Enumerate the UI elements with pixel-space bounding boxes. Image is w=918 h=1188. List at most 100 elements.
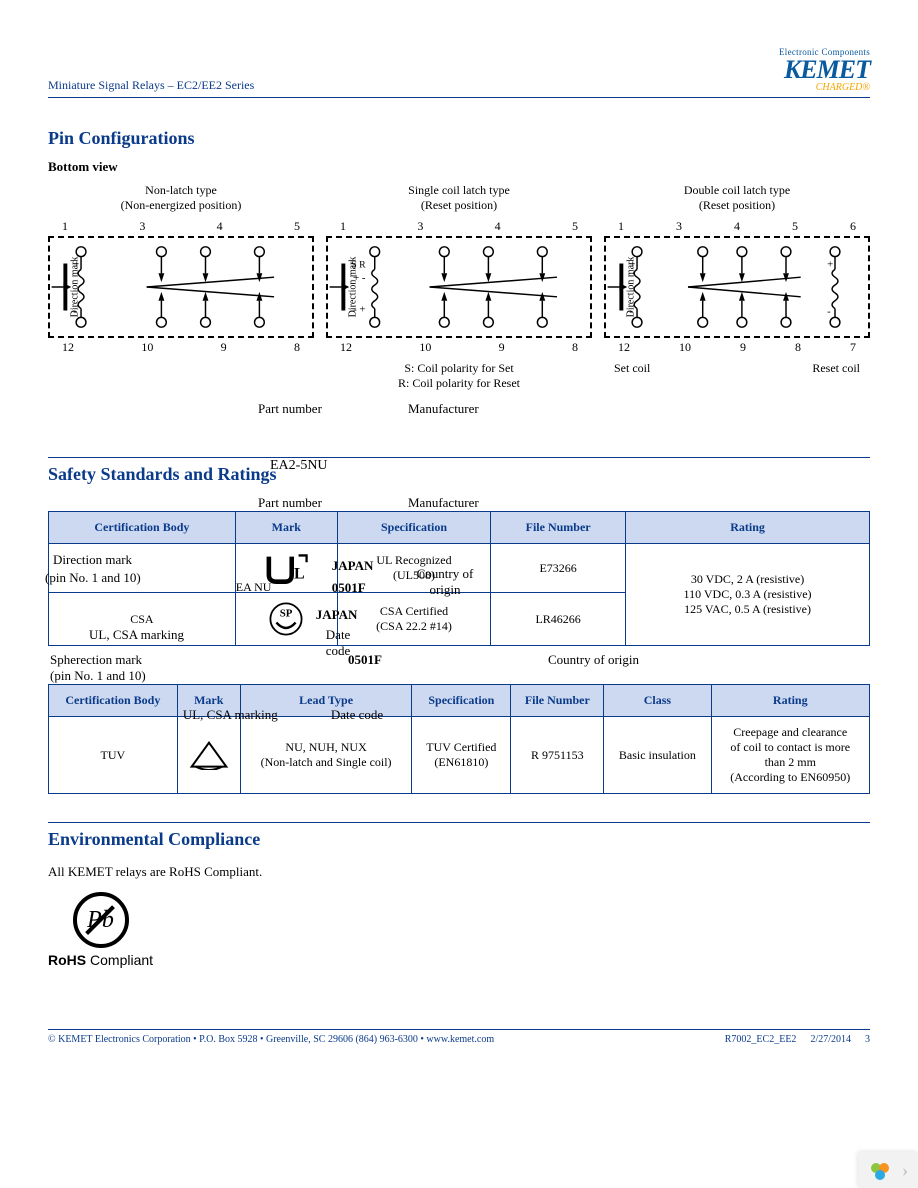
diagram-box-2: Direction mark S R + - - + bbox=[326, 236, 592, 338]
cell2-class: Basic insulation bbox=[604, 717, 711, 794]
th2-lead: Lead Type UL, CSA marking Date code bbox=[240, 685, 412, 717]
section-safety: Safety Standards and Ratings EA2-5NU bbox=[48, 457, 870, 485]
chevron-right-icon[interactable]: › bbox=[902, 1160, 908, 1181]
cell-file-csa: LR46266 bbox=[491, 593, 626, 646]
overlay-pin-note: (pin No. 1 and 10) bbox=[45, 570, 141, 586]
bottom-view-label: Bottom view bbox=[48, 159, 870, 175]
pins-bot-1: 12 10 9 8 bbox=[48, 340, 314, 355]
pb-free-icon: Pb bbox=[73, 892, 129, 948]
safety-table-1: Certification Body Mark Specification Fi… bbox=[48, 511, 870, 646]
overlay-ul-csa: UL, CSA marking bbox=[89, 627, 184, 643]
logo-subtitle-bottom: CHARGED® bbox=[779, 83, 870, 93]
page-header: Miniature Signal Relays – EC2/EE2 Series… bbox=[48, 48, 870, 98]
cell-body-ul: Direction mark (pin No. 1 and 10) UL bbox=[49, 544, 236, 593]
pins-bot-3: 12 10 9 8 7 bbox=[604, 340, 870, 355]
th2-rating: Rating bbox=[711, 685, 870, 717]
overlay-mfr2: Manufacturer bbox=[408, 495, 479, 511]
overlay-pn2: Part number bbox=[258, 495, 322, 511]
relay-diagram-1: + - bbox=[50, 238, 312, 336]
pins-top-1: 1 3 4 5 bbox=[48, 219, 314, 234]
overlay-ea2-5nu: EA2-5NU bbox=[270, 458, 328, 474]
th-mark: Mark bbox=[235, 512, 337, 544]
diagram-box-3: Direction mark + - bbox=[604, 236, 870, 338]
viewer-widget[interactable]: › bbox=[858, 1152, 918, 1188]
th-cert-body: Certification Body bbox=[49, 512, 236, 544]
config-notes-2: S: Coil polarity for Set R: Coil polarit… bbox=[326, 361, 592, 391]
overlay-sphere: Spherection mark bbox=[50, 652, 142, 668]
overlay-datecode-label2: Date code bbox=[331, 707, 383, 723]
table-row: Certification Body Mark Specification Fi… bbox=[49, 512, 870, 544]
env-text: All KEMET relays are RoHS Compliant. bbox=[48, 864, 870, 880]
page-footer: © KEMET Electronics Corporation • P.O. B… bbox=[48, 1029, 870, 1045]
config-col-nonlatch: Non-latch type (Non-energized position) … bbox=[48, 183, 314, 391]
direction-mark-3: Direction mark bbox=[626, 242, 637, 332]
svg-text:SP: SP bbox=[280, 608, 293, 620]
logo-name: KEMET bbox=[779, 57, 870, 83]
cell-spec-csa: CSA Certified (CSA 22.2 #14) bbox=[337, 593, 490, 646]
overlay-ul-csa2: UL, CSA marking bbox=[183, 707, 278, 723]
series-title: Miniature Signal Relays – EC2/EE2 Series bbox=[48, 78, 254, 93]
overlay-origin2: Country of origin bbox=[548, 652, 639, 668]
cell2-rating: Creepage and clearance of coil to contac… bbox=[711, 717, 870, 794]
footer-right: R7002_EC2_EE2 2/27/2014 3 bbox=[725, 1034, 870, 1045]
svg-text:-: - bbox=[827, 305, 831, 317]
section-env: Environmental Compliance bbox=[48, 822, 870, 850]
section-pin-configurations: Pin Configurations bbox=[48, 128, 870, 149]
cell2-file: R 9751153 bbox=[511, 717, 604, 794]
th2-body: Certification Body bbox=[49, 685, 178, 717]
th2-file: File Number bbox=[511, 685, 604, 717]
rohs-block: Pb RoHS Compliant bbox=[48, 892, 153, 968]
cell-mark-ul: L EA NU JAPAN 0501F bbox=[235, 544, 337, 593]
overlay-japan: JAPAN bbox=[332, 558, 374, 574]
direction-mark-1: Direction mark bbox=[70, 242, 81, 332]
overlay-manufacturer-label: Manufacturer bbox=[408, 401, 479, 417]
overlay-japan2: JAPAN bbox=[316, 607, 358, 623]
overlay-datecode-label: Date code bbox=[326, 627, 351, 659]
th2-spec: Specification bbox=[412, 685, 511, 717]
relay-diagram-2: S R + - - + bbox=[328, 238, 590, 336]
cell-file-ul: E73266 bbox=[491, 544, 626, 593]
config-title-3: Double coil latch type (Reset position) bbox=[604, 183, 870, 213]
th-rating: Rating bbox=[626, 512, 870, 544]
config-notes-3: Set coil Reset coil bbox=[604, 361, 870, 376]
overlay-datecode: 0501F bbox=[332, 580, 366, 596]
config-col-double: Double coil latch type (Reset position) … bbox=[604, 183, 870, 391]
config-title-1: Non-latch type (Non-energized position) bbox=[48, 183, 314, 213]
rohs-label: RoHS Compliant bbox=[48, 952, 153, 968]
th-file: File Number bbox=[491, 512, 626, 544]
cell-rating-shared: 30 VDC, 2 A (resistive) 110 VDC, 0.3 A (… bbox=[626, 544, 870, 646]
cell-mark-csa: SP JAPAN Date code bbox=[235, 593, 337, 646]
relay-diagram-3: + - + - bbox=[606, 238, 868, 336]
overlay-part-number-label: Part number bbox=[258, 401, 322, 417]
safety-table-2: Certification Body Mark Lead Type UL, CS… bbox=[48, 684, 870, 794]
overlay-direction-mark: Direction mark bbox=[53, 552, 132, 568]
footer-date: 2/27/2014 bbox=[810, 1034, 851, 1045]
overlay-origin: Country of origin bbox=[400, 566, 490, 598]
kemet-logo: Electronic Components KEMET CHARGED® bbox=[779, 48, 870, 93]
cell2-spec: TUV Certified (EN61810) bbox=[412, 717, 511, 794]
svg-text:+: + bbox=[827, 258, 833, 270]
diagram-box-1: Direction mark + bbox=[48, 236, 314, 338]
direction-mark-2: Direction mark bbox=[348, 242, 359, 332]
overlay-ea-nu: EA NU bbox=[236, 580, 272, 595]
th-spec: Specification bbox=[337, 512, 490, 544]
config-title-2: Single coil latch type (Reset position) bbox=[326, 183, 592, 213]
footer-page: 3 bbox=[865, 1034, 870, 1045]
cell2-mark bbox=[177, 717, 240, 794]
pins-top-3: 1 3 4 5 6 bbox=[604, 219, 870, 234]
th2-class: Class bbox=[604, 685, 711, 717]
tuv-mark-icon bbox=[189, 740, 229, 770]
overlay-datecode2: 0501F bbox=[348, 652, 382, 668]
table-row: Certification Body Mark Lead Type UL, CS… bbox=[49, 685, 870, 717]
overlay-pin-note2: (pin No. 1 and 10) bbox=[50, 668, 146, 684]
pin-config-row: Non-latch type (Non-energized position) … bbox=[48, 183, 870, 391]
cell-body-csa: CSA UL, CSA marking bbox=[49, 593, 236, 646]
table-row: TUV NU, NUH, NUX (Non-latch and Single c… bbox=[49, 717, 870, 794]
cell2-body: TUV bbox=[49, 717, 178, 794]
csa-mark-icon: SP bbox=[268, 601, 304, 637]
footer-left: © KEMET Electronics Corporation • P.O. B… bbox=[48, 1034, 494, 1045]
footer-doc: R7002_EC2_EE2 bbox=[725, 1034, 797, 1045]
table-row: Direction mark (pin No. 1 and 10) UL L E… bbox=[49, 544, 870, 593]
svg-text:L: L bbox=[294, 565, 305, 582]
pins-top-2: 1 3 4 5 bbox=[326, 219, 592, 234]
